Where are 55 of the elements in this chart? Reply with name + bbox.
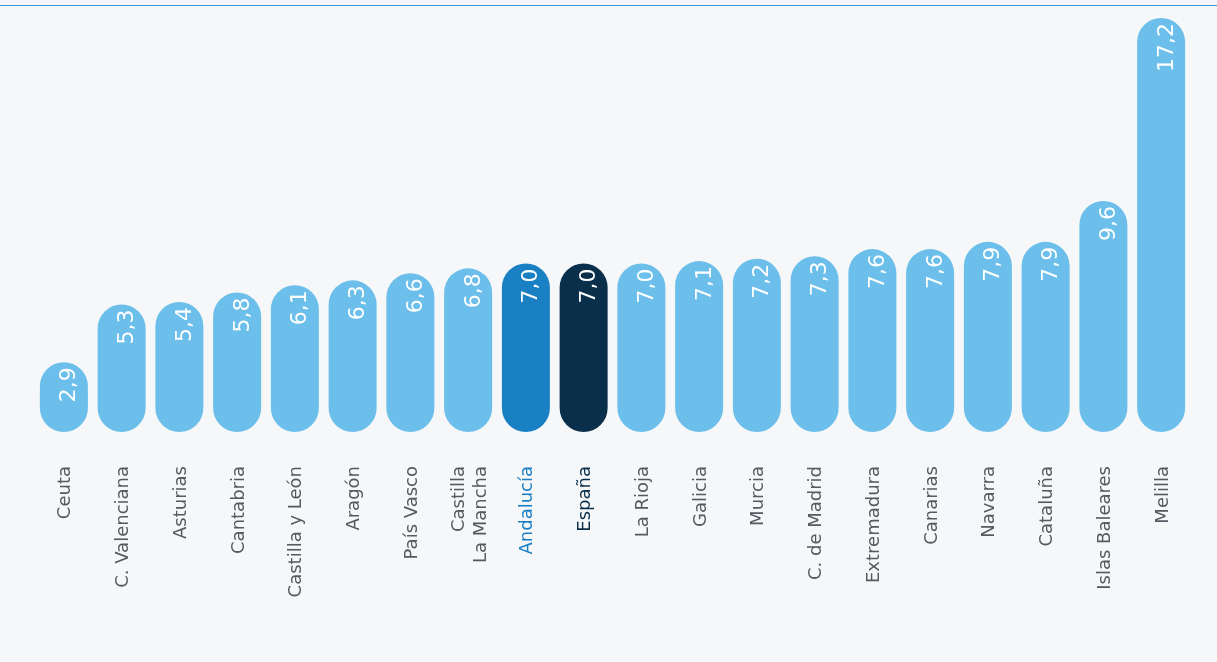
x-tick-label: España	[573, 466, 595, 532]
data-label: 5,8	[228, 297, 254, 333]
x-tick-label: Cataluña	[1035, 466, 1057, 547]
x-tick-label: Canarias	[919, 466, 941, 545]
bar	[328, 280, 377, 432]
bar	[963, 241, 1012, 432]
data-label: 7,6	[863, 254, 889, 290]
data-label: 7,1	[690, 266, 716, 302]
data-label: 7,0	[632, 268, 658, 304]
bar	[617, 263, 666, 432]
data-label: 7,0	[517, 268, 543, 304]
x-tick-label: C. de Madrid	[804, 466, 826, 581]
data-label: 2,9	[55, 367, 81, 403]
x-tick-label: Andalucía	[515, 466, 537, 555]
bar	[1021, 241, 1070, 432]
data-label: 5,3	[113, 309, 139, 345]
bar	[906, 249, 955, 432]
x-tick-label: Extremadura	[861, 466, 883, 583]
data-label: 9,6	[1094, 205, 1120, 241]
data-label: 7,3	[806, 261, 832, 297]
data-label: 6,3	[344, 285, 370, 321]
x-tick-label: La Rioja	[630, 466, 652, 538]
x-tick-label: Cantabria	[226, 466, 248, 554]
bar	[732, 258, 781, 432]
bar	[848, 249, 897, 432]
data-label: 17,2	[1152, 23, 1178, 72]
data-label: 5,4	[170, 307, 196, 343]
bar	[1137, 18, 1186, 432]
data-label: 7,6	[921, 254, 947, 290]
x-tick-label: Asturias	[168, 466, 190, 539]
x-tick-label: Aragón	[342, 466, 364, 531]
bar	[675, 261, 724, 432]
x-tick-label: Castilla y León	[284, 466, 306, 598]
x-tick-label: Melilla	[1150, 466, 1172, 524]
x-tick-label: Murcia	[746, 466, 768, 526]
x-tick-label: C. Valenciana	[111, 466, 133, 588]
bar	[790, 256, 839, 432]
x-tick-label: Islas Baleares	[1092, 466, 1114, 590]
x-tick-label: Castilla La Mancha	[446, 466, 490, 564]
x-tick-label: País Vasco	[399, 466, 421, 560]
bar	[559, 263, 608, 432]
x-tick-label: Galicia	[688, 466, 710, 527]
data-label: 6,6	[401, 278, 427, 314]
data-label: 6,8	[459, 273, 485, 309]
x-tick-label: Ceuta	[53, 466, 75, 520]
bar	[386, 273, 435, 432]
bar	[444, 268, 493, 432]
data-label: 7,2	[748, 263, 774, 299]
data-label: 7,0	[575, 268, 601, 304]
bar	[501, 263, 550, 432]
bar	[1079, 200, 1128, 432]
x-tick-label: Navarra	[977, 466, 999, 538]
data-label: 7,9	[1037, 246, 1063, 282]
data-label: 6,1	[286, 290, 312, 326]
data-label: 7,9	[979, 246, 1005, 282]
